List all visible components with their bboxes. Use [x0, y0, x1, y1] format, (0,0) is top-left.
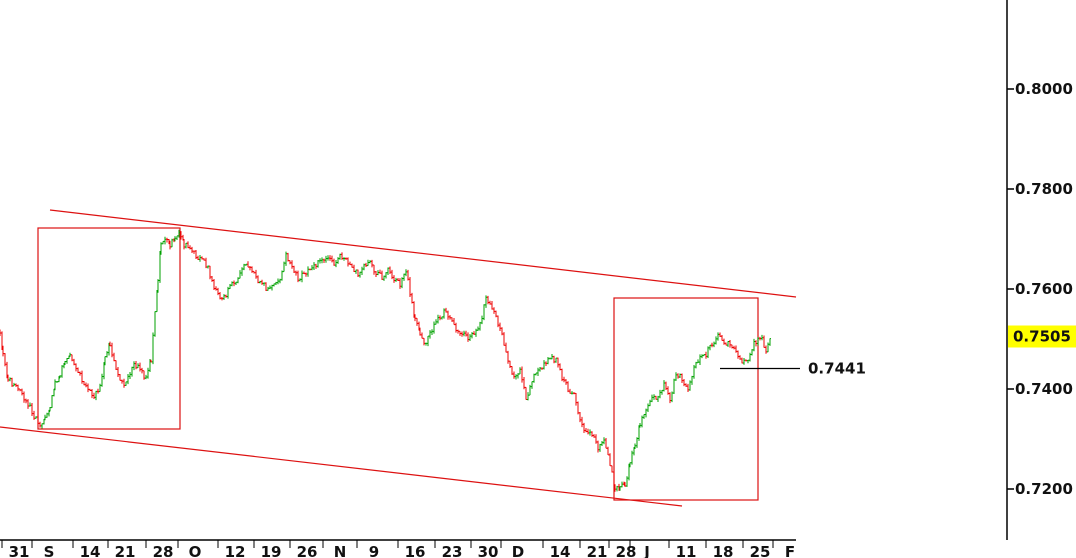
y-tick-label: 0.7800: [1015, 180, 1073, 198]
x-tick-label: S: [44, 543, 55, 558]
highlight-box-left: [37, 227, 181, 430]
channel-upper-line: [49, 209, 797, 298]
x-tick-label: 28: [616, 543, 637, 558]
x-tick-label: 16: [405, 543, 426, 558]
channel-lower-line: [0, 426, 683, 507]
highlight-boxes: [37, 227, 759, 501]
trend-channel: [0, 209, 797, 507]
y-tick-label: 0.7200: [1015, 480, 1073, 498]
highlight-box-right: [613, 297, 759, 501]
x-tick-label: 23: [442, 543, 463, 558]
level-label: 0.7441: [808, 360, 866, 378]
x-tick-label: F: [785, 543, 795, 558]
x-tick-label: N: [334, 543, 347, 558]
x-tick-label: D: [512, 543, 524, 558]
y-tick-label: 0.7600: [1015, 280, 1073, 298]
x-tick-label: 11: [676, 543, 697, 558]
x-tick-label: 14: [550, 543, 571, 558]
x-tick-label: O: [189, 543, 202, 558]
x-tick-label: 14: [80, 543, 101, 558]
x-tick-label: 21: [587, 543, 608, 558]
x-tick-label: 19: [261, 543, 282, 558]
x-tick-label: 31: [9, 543, 30, 558]
x-tick-label: 18: [713, 543, 734, 558]
x-tick-label: 30: [478, 543, 499, 558]
x-tick-label: 21: [115, 543, 136, 558]
x-tick-label: 9: [369, 543, 379, 558]
level-annotation-group: 0.7441: [720, 360, 866, 378]
x-axis: 31 S 14 21 28 O 12 19 26 N 9 16 23 30 D 14 21 28 J 11 18 25 F: [0, 539, 796, 558]
candle-series: [0, 229, 771, 492]
x-tick-label: 25: [750, 543, 771, 558]
last-price-label: 0.7505: [1013, 328, 1071, 346]
y-tick-label: 0.8000: [1015, 80, 1073, 98]
x-tick-label: 28: [153, 543, 174, 558]
y-axis: 0.8000 0.7800 0.7600 0.7400 0.7200 0.7505: [1006, 0, 1076, 540]
x-tick-label: 26: [297, 543, 318, 558]
x-tick-label: J: [643, 543, 650, 558]
x-tick-label: 12: [225, 543, 246, 558]
last-price-highlight: [1008, 325, 1076, 348]
y-tick-label: 0.7400: [1015, 380, 1073, 398]
